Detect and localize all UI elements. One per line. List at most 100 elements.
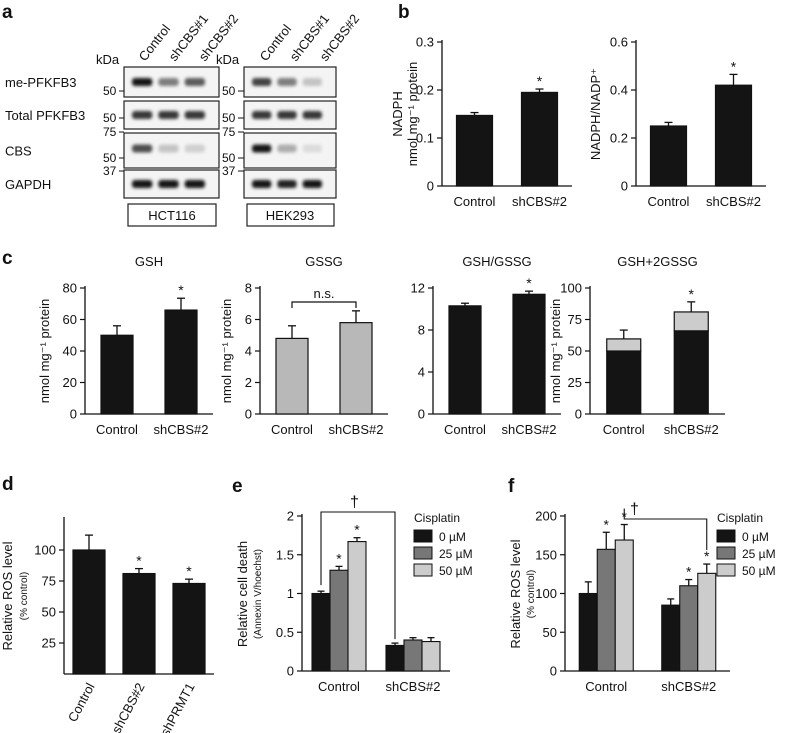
y-tick-label: 8	[245, 281, 252, 296]
legend-entry: 50 µM	[439, 564, 473, 578]
legend-entry: 50 µM	[742, 564, 776, 578]
x-tick-label: shCBS#2	[661, 679, 716, 694]
y-axis-label: nmol mg⁻¹ protein	[219, 299, 234, 403]
x-tick-label: Control	[454, 194, 496, 209]
significance-star: *	[178, 282, 184, 298]
marker-label: 50	[222, 151, 236, 165]
blot-band	[184, 144, 205, 153]
row-label: me-PFKFB3	[5, 75, 77, 90]
legend-swatch	[413, 546, 433, 560]
x-tick-label: shPRMT1	[157, 680, 197, 733]
dagger-bracket	[623, 508, 708, 551]
y-tick-label: 100	[34, 543, 56, 558]
y-tick-label: 75	[42, 574, 56, 589]
panel-label-f: f	[508, 476, 515, 497]
y-tick-label: 25	[42, 636, 56, 651]
y-tick-label: 12	[411, 281, 425, 296]
y-tick-label: 75	[568, 312, 582, 327]
chart-e: 0 0.5 1 1.5 2 * * Control shCBS#2 Cisplatin 0 µM 25…	[235, 509, 473, 695]
chart-title: GSH/GSSG	[462, 254, 531, 269]
y-tick-label: 200	[535, 509, 557, 524]
legend-entry: 0 µM	[439, 530, 466, 544]
blot-band	[277, 144, 297, 153]
bar	[614, 539, 634, 672]
y-tick-label: 0.2	[416, 83, 434, 98]
significance-star: *	[354, 522, 360, 538]
bar	[172, 582, 206, 675]
y-tick-label: 25	[568, 375, 582, 390]
y-tick-label: 0.6	[610, 35, 628, 50]
x-tick-label: shCBS#2	[502, 422, 557, 437]
x-tick-label: shCBS#2	[329, 422, 384, 437]
marker-label: 50	[103, 151, 117, 165]
y-axis-label: (% control)	[19, 572, 30, 620]
row-label: Total PFKFB3	[5, 108, 85, 123]
x-tick-label: Control	[318, 679, 360, 694]
y-tick-label: 0	[575, 407, 582, 422]
blot-band	[277, 111, 297, 119]
dagger-f: †	[630, 501, 639, 518]
bar	[520, 91, 559, 187]
y-tick-label: 50	[42, 605, 56, 620]
blot-band	[302, 111, 322, 119]
y-tick-label: 50	[543, 625, 557, 640]
legend-entry: 25 µM	[742, 547, 776, 561]
legend-swatch	[716, 529, 736, 543]
bar	[311, 592, 331, 672]
legend-title: Cisplatin	[717, 511, 763, 525]
y-tick-label: 0	[245, 407, 252, 422]
y-tick-label: 2	[287, 509, 294, 524]
chart-d: 25 50 75 100 Control * shCBS#2 * shPRMT1 Relative…	[0, 517, 214, 733]
bar	[100, 334, 134, 415]
marker-label: 75	[222, 125, 236, 139]
lane-label: Control	[136, 22, 174, 64]
significance-star: *	[686, 564, 692, 580]
chart-c1: 0 20 40 60 80 Control * shCBS#2 GSH nmol mg⁻¹ pro…	[37, 254, 213, 437]
legend-entry: 25 µM	[439, 547, 473, 561]
bar	[329, 569, 349, 672]
x-tick-label: shCBS#2	[154, 422, 209, 437]
significance-star: *	[336, 550, 342, 566]
bar	[455, 114, 494, 187]
y-tick-label: 60	[63, 312, 77, 327]
x-tick-label: shCBS#2	[109, 680, 148, 733]
y-axis-label: (Annexin V/hoechst)	[253, 549, 264, 639]
x-tick-label: Control	[65, 680, 98, 724]
panel-label-e: e	[232, 476, 243, 497]
chart-title: GSSG	[305, 254, 343, 269]
significance-star: *	[604, 516, 610, 532]
legend-swatch	[413, 529, 433, 543]
y-tick-label: 150	[535, 547, 557, 562]
bar	[578, 592, 598, 672]
blot-band	[277, 78, 297, 86]
y-tick-label: 0.1	[416, 131, 434, 146]
bar	[122, 572, 156, 675]
y-tick-label: 0	[427, 179, 434, 194]
blot-band	[302, 180, 322, 188]
x-tick-label: shCBS#2	[706, 194, 761, 209]
bar	[661, 604, 681, 672]
ns-label: n.s.	[314, 286, 335, 301]
x-tick-label: Control	[444, 422, 486, 437]
marker-label: 37	[222, 164, 236, 178]
y-tick-label: 50	[568, 344, 582, 359]
bar	[385, 644, 405, 672]
y-axis-label: nmol mg⁻¹ protein	[405, 62, 420, 166]
marker-label: 50	[103, 84, 117, 98]
y-axis-label: nmol mg⁻¹ protein	[37, 299, 52, 403]
bar	[421, 640, 441, 672]
y-tick-label: 80	[63, 281, 77, 296]
blot-band	[252, 144, 272, 153]
x-tick-label: shCBS#2	[664, 422, 719, 437]
y-axis-label: Relative ROS level	[508, 539, 523, 648]
y-tick-label: 0	[287, 664, 294, 679]
significance-star: *	[731, 58, 737, 74]
y-axis-label: (% control)	[526, 570, 537, 618]
legend-swatch	[716, 563, 736, 577]
chart-c2: 0 2 4 6 8 Control shCBS#2 GSSG nmol mg⁻¹ protein…	[219, 254, 388, 437]
bar	[403, 639, 423, 672]
blot-band	[132, 144, 153, 153]
kda-label: kDa	[216, 52, 240, 67]
y-tick-label: 20	[63, 375, 77, 390]
